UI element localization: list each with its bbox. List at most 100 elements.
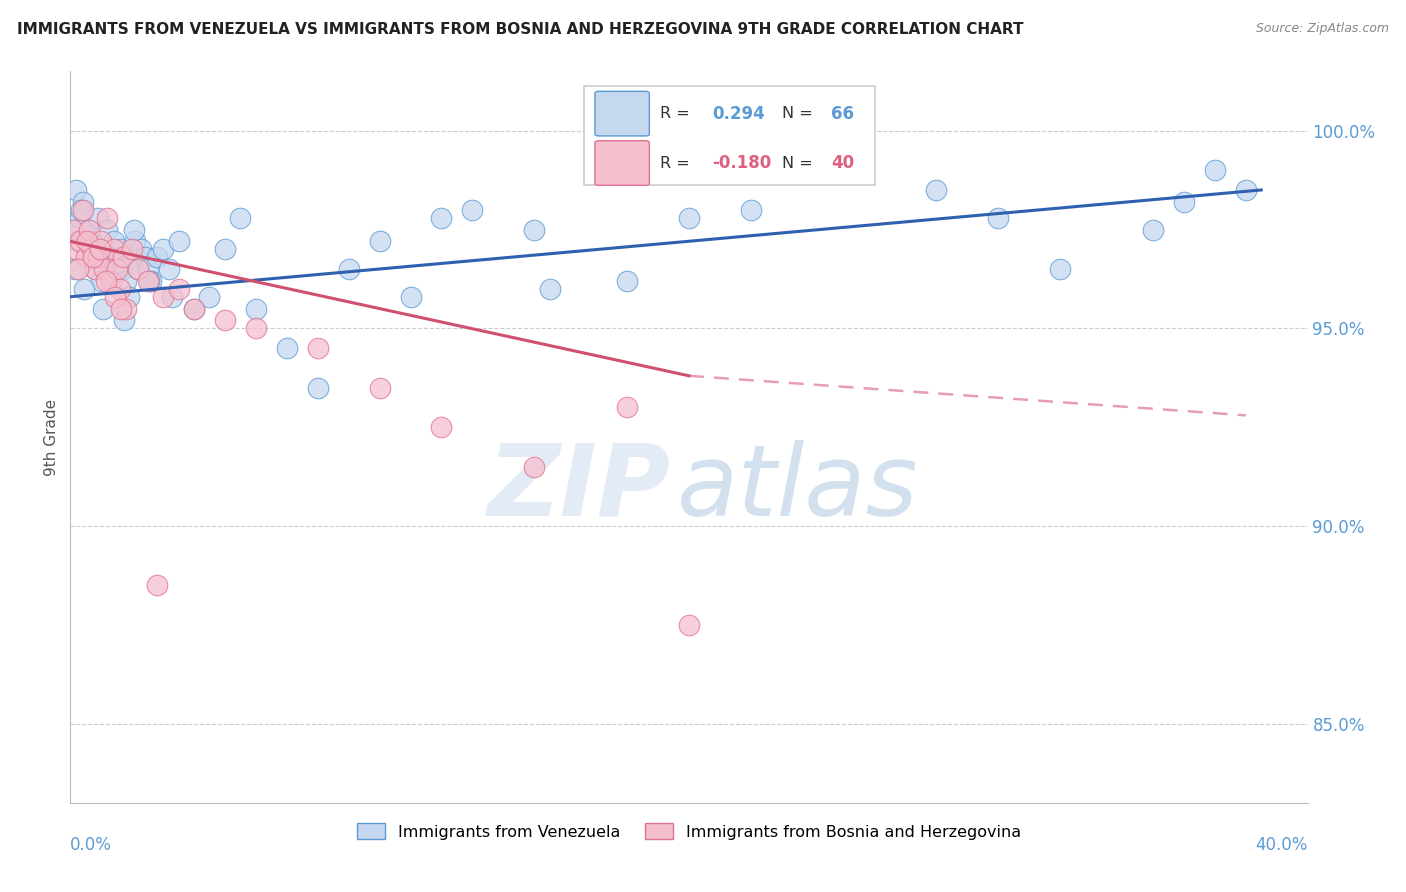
- Point: [136, 274, 159, 288]
- Point: [75, 242, 97, 256]
- Point: [87, 250, 110, 264]
- Point: [131, 242, 153, 256]
- Point: [87, 211, 110, 225]
- Point: [67, 235, 90, 249]
- Point: [100, 269, 122, 284]
- Point: [399, 290, 422, 304]
- Point: [1204, 163, 1226, 178]
- Text: 66: 66: [831, 104, 855, 122]
- Point: [461, 202, 484, 217]
- Point: [152, 242, 174, 256]
- Point: [77, 222, 100, 236]
- Point: [94, 274, 117, 288]
- Legend: Immigrants from Venezuela, Immigrants from Bosnia and Herzegovina: Immigrants from Venezuela, Immigrants fr…: [350, 817, 1028, 846]
- Text: 0.294: 0.294: [713, 104, 765, 122]
- Point: [307, 381, 329, 395]
- Point: [111, 262, 134, 277]
- Point: [91, 301, 114, 316]
- Point: [167, 235, 190, 249]
- Point: [63, 262, 86, 277]
- Point: [139, 274, 162, 288]
- Point: [198, 290, 221, 304]
- Point: [368, 235, 391, 249]
- FancyBboxPatch shape: [595, 141, 650, 186]
- FancyBboxPatch shape: [583, 86, 875, 185]
- Text: 40: 40: [831, 154, 855, 172]
- Point: [183, 301, 205, 316]
- Point: [430, 420, 453, 434]
- Point: [73, 282, 96, 296]
- Point: [245, 321, 267, 335]
- Point: [69, 211, 91, 225]
- Point: [740, 202, 762, 217]
- Point: [134, 250, 156, 264]
- Point: [678, 618, 700, 632]
- Point: [75, 250, 97, 264]
- Point: [72, 202, 94, 217]
- Point: [183, 301, 205, 316]
- Point: [103, 242, 125, 256]
- Text: N =: N =: [782, 106, 818, 121]
- Point: [96, 211, 118, 225]
- Text: atlas: atlas: [676, 440, 918, 537]
- Point: [162, 290, 184, 304]
- Point: [90, 274, 112, 288]
- Point: [105, 262, 128, 277]
- Point: [1234, 183, 1257, 197]
- Point: [1173, 194, 1195, 209]
- Point: [98, 250, 120, 264]
- Point: [80, 235, 103, 249]
- Point: [121, 250, 143, 264]
- Point: [67, 262, 90, 277]
- Point: [152, 290, 174, 304]
- Point: [84, 262, 107, 277]
- Point: [84, 262, 107, 277]
- Text: 40.0%: 40.0%: [1256, 836, 1308, 854]
- Point: [523, 459, 546, 474]
- Point: [368, 381, 391, 395]
- FancyBboxPatch shape: [595, 91, 650, 136]
- Point: [100, 274, 122, 288]
- Point: [987, 211, 1010, 225]
- Point: [111, 250, 134, 264]
- Point: [90, 235, 112, 249]
- Point: [110, 301, 132, 316]
- Point: [337, 262, 360, 277]
- Point: [678, 211, 700, 225]
- Point: [62, 222, 84, 236]
- Point: [90, 242, 112, 256]
- Point: [1142, 222, 1164, 236]
- Point: [115, 301, 138, 316]
- Point: [70, 202, 93, 217]
- Y-axis label: 9th Grade: 9th Grade: [44, 399, 59, 475]
- Point: [93, 262, 115, 277]
- Point: [138, 274, 160, 288]
- Point: [430, 211, 453, 225]
- Point: [93, 250, 115, 264]
- Point: [127, 262, 149, 277]
- Text: 0.0%: 0.0%: [70, 836, 112, 854]
- Point: [115, 274, 138, 288]
- Point: [121, 242, 143, 256]
- Point: [62, 222, 84, 236]
- Point: [103, 235, 125, 249]
- Point: [76, 235, 98, 249]
- Text: R =: R =: [661, 155, 696, 170]
- Point: [146, 250, 169, 264]
- Point: [167, 282, 190, 296]
- Text: N =: N =: [782, 155, 818, 170]
- Text: -0.180: -0.180: [713, 154, 772, 172]
- Point: [108, 242, 131, 256]
- Text: R =: R =: [661, 106, 696, 121]
- Point: [104, 290, 127, 304]
- Point: [69, 235, 91, 249]
- Text: Source: ZipAtlas.com: Source: ZipAtlas.com: [1256, 22, 1389, 36]
- Point: [118, 290, 141, 304]
- Point: [65, 183, 87, 197]
- Point: [127, 262, 149, 277]
- Point: [77, 222, 100, 236]
- Point: [214, 242, 236, 256]
- Point: [114, 313, 135, 327]
- Point: [124, 235, 146, 249]
- Point: [307, 341, 329, 355]
